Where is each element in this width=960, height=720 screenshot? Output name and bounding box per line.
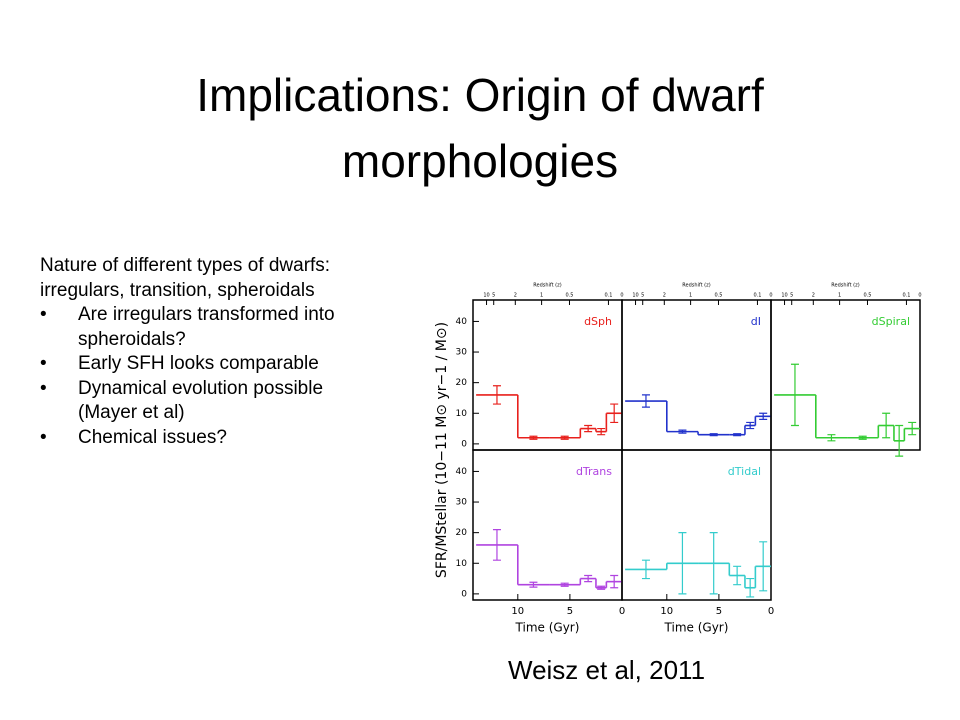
slide-title: Implications: Origin of dwarf morphologi… xyxy=(196,69,764,187)
error-bar xyxy=(560,435,569,440)
x2-tick-label: 2 xyxy=(514,293,517,299)
error-bar xyxy=(610,403,619,424)
x2-axis-label: Redshift (z) xyxy=(533,283,561,289)
error-bar xyxy=(584,424,593,433)
x2-tick-label: 10 xyxy=(632,293,638,299)
x-tick-label: 10 xyxy=(660,606,673,617)
panel-label: dTrans xyxy=(576,465,612,478)
error-bar xyxy=(678,429,687,434)
x-tick-label: 0 xyxy=(768,606,774,617)
error-bar xyxy=(529,581,538,588)
x2-tick-label: 1 xyxy=(540,293,543,299)
x2-tick-label: 10 xyxy=(781,293,787,299)
bullet: Dynamical evolution possible (Mayer et a… xyxy=(40,377,375,426)
x2-tick-label: 2 xyxy=(812,293,815,299)
x-tick-label: 10 xyxy=(511,606,524,617)
y-tick-label: 20 xyxy=(456,378,468,388)
x2-tick-label: 5 xyxy=(790,293,793,299)
y-tick-label: 30 xyxy=(456,498,468,508)
error-bar xyxy=(641,559,650,580)
bullet: Are irregulars transformed into spheroid… xyxy=(40,303,375,352)
error-bar xyxy=(882,412,891,439)
y-tick-label: 10 xyxy=(456,559,468,569)
x2-tick-label: 10 xyxy=(483,293,489,299)
x2-tick-label: 1 xyxy=(689,293,692,299)
error-bar xyxy=(746,421,755,430)
error-bar xyxy=(641,394,650,408)
error-bar xyxy=(827,434,836,442)
x-axis-label: Time (Gyr) xyxy=(515,621,580,635)
panel-label: dSph xyxy=(584,315,612,328)
y-axis-label: SFR/MStellar (10−11 M⊙ yr−1 / M⊙) xyxy=(434,322,450,578)
error-bar xyxy=(492,385,501,405)
panel-label: dTidal xyxy=(728,465,761,478)
panel-label: dSpiral xyxy=(872,315,910,328)
x2-tick-label: 0.5 xyxy=(864,293,872,299)
error-bar xyxy=(759,541,768,592)
error-bar xyxy=(529,435,538,440)
x2-tick-label: 0.1 xyxy=(604,293,612,299)
bullet: Early SFH looks comparable xyxy=(40,352,375,377)
error-bar xyxy=(709,532,718,595)
error-bar xyxy=(492,528,501,561)
error-bar xyxy=(610,574,619,589)
x2-tick-label: 5 xyxy=(641,293,644,299)
x2-tick-label: 0 xyxy=(620,293,623,299)
text-block: Nature of different types of dwarfs: irr… xyxy=(40,254,375,450)
panel-frame xyxy=(621,449,772,601)
panel-label: dI xyxy=(751,315,761,328)
error-bar xyxy=(895,424,904,457)
error-bar xyxy=(709,433,718,437)
panel-frame xyxy=(770,299,921,451)
error-bar xyxy=(597,427,606,436)
error-bar xyxy=(790,363,799,427)
panel-frame xyxy=(621,299,772,451)
error-bar xyxy=(678,532,687,595)
x2-axis-label: Redshift (z) xyxy=(831,283,859,289)
x-tick-label: 0 xyxy=(619,606,625,617)
y-tick-label: 20 xyxy=(456,528,468,538)
error-bar xyxy=(560,582,569,587)
x-tick-label: 5 xyxy=(567,606,573,617)
x2-tick-label: 0.1 xyxy=(753,293,761,299)
x2-tick-label: 0 xyxy=(918,293,921,299)
y-tick-label: 40 xyxy=(456,317,468,327)
error-bar xyxy=(597,585,606,590)
x2-axis-label: Redshift (z) xyxy=(682,283,710,289)
error-bar xyxy=(733,565,742,586)
intro: Nature of different types of dwarfs: irr… xyxy=(40,255,331,301)
error-bar xyxy=(746,577,755,598)
x-axis-label: Time (Gyr) xyxy=(664,621,729,635)
x2-tick-label: 0.1 xyxy=(902,293,910,299)
x2-tick-label: 0.5 xyxy=(566,293,574,299)
y-tick-label: 10 xyxy=(456,409,468,419)
y-tick-label: 0 xyxy=(461,589,467,599)
x2-tick-label: 0 xyxy=(769,293,772,299)
error-bar xyxy=(584,574,593,583)
citation: Weisz et al, 2011 xyxy=(508,655,706,685)
y-tick-label: 0 xyxy=(461,439,467,449)
x2-tick-label: 0.5 xyxy=(715,293,723,299)
error-bar xyxy=(908,421,917,436)
y-tick-label: 40 xyxy=(456,467,468,477)
bullet-list: Are irregulars transformed into spheroid… xyxy=(40,303,375,450)
bullet: Chemical issues? xyxy=(40,426,375,451)
error-bar xyxy=(733,433,742,437)
x2-tick-label: 5 xyxy=(492,293,495,299)
x2-tick-label: 2 xyxy=(663,293,666,299)
error-bar xyxy=(759,412,768,420)
x2-tick-label: 1 xyxy=(838,293,841,299)
x-tick-label: 5 xyxy=(716,606,722,617)
y-tick-label: 30 xyxy=(456,348,468,358)
error-bar xyxy=(858,435,867,440)
